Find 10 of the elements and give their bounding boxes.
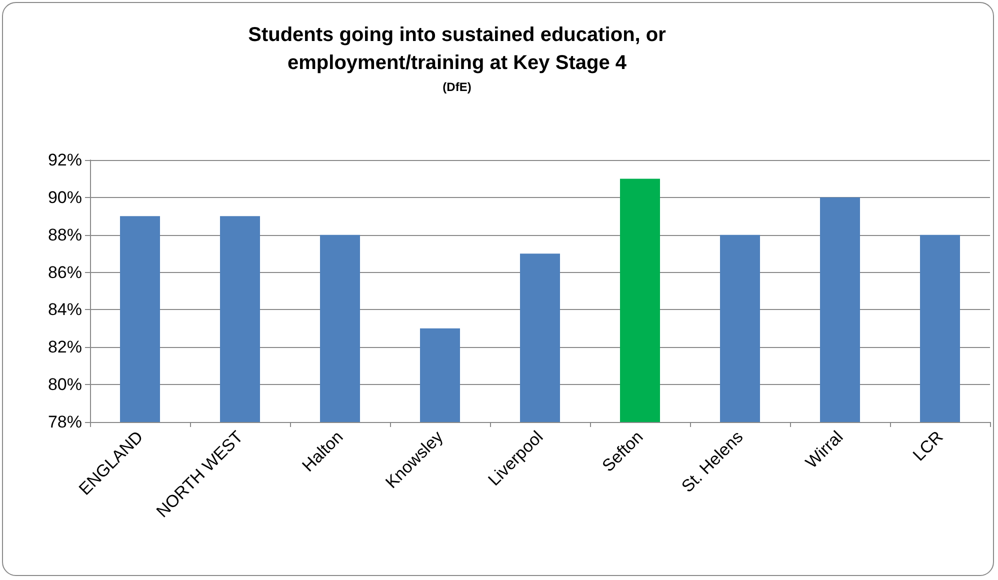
y-tick-label: 82% (48, 338, 82, 357)
y-tick-label: 88% (48, 225, 82, 244)
y-tick-label: 78% (48, 412, 82, 432)
chart-subtitle: (DfE) (442, 80, 472, 94)
y-tick-label: 92% (48, 150, 82, 170)
chart-title: Students going into sustained education, or employment/training at Key Stage 4 (248, 24, 666, 74)
y-tick-label: 90% (48, 188, 82, 207)
y-tick-label: 86% (48, 262, 82, 282)
y-tick-label: 80% (48, 375, 82, 394)
y-tick-label: 84% (48, 300, 82, 320)
